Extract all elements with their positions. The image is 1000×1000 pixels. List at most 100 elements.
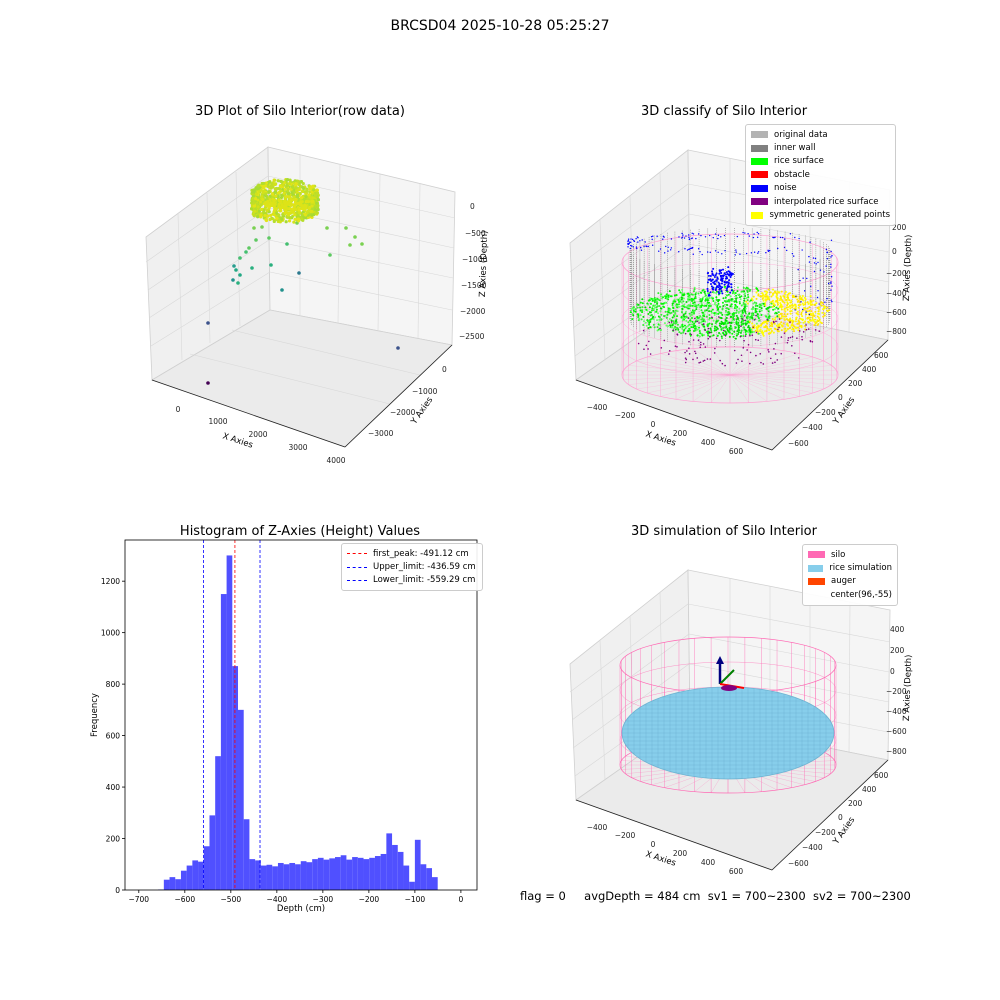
rice-point bbox=[776, 301, 779, 304]
data-point bbox=[328, 253, 332, 257]
figure-title: BRCSD04 2025-10-28 05:25:27 bbox=[390, 18, 610, 34]
ring-point bbox=[264, 203, 268, 207]
rice-point bbox=[778, 306, 781, 309]
rice-point bbox=[667, 325, 670, 328]
rice-point bbox=[779, 295, 782, 298]
rice-point bbox=[808, 306, 811, 309]
ring-point bbox=[296, 179, 300, 183]
rice-point bbox=[712, 319, 715, 322]
rice-point bbox=[671, 324, 674, 327]
ring-point bbox=[277, 198, 281, 202]
ring-point bbox=[296, 206, 300, 210]
rice-point bbox=[717, 300, 720, 303]
rice-point bbox=[659, 310, 662, 313]
ring-point bbox=[268, 217, 272, 222]
ring-point bbox=[310, 213, 314, 217]
rice-point bbox=[720, 335, 723, 338]
rice-point bbox=[789, 292, 792, 295]
rice-point bbox=[791, 303, 794, 306]
rice-point bbox=[706, 296, 709, 299]
rice-point bbox=[828, 309, 831, 312]
wire-spoke bbox=[729, 353, 800, 376]
rice-point bbox=[685, 319, 688, 322]
rice-point bbox=[684, 327, 687, 330]
ring-point bbox=[252, 214, 256, 218]
rice-point bbox=[794, 320, 797, 323]
panel1-xtick-2: 2000 bbox=[248, 430, 267, 439]
rice-point bbox=[744, 303, 747, 306]
ring-point bbox=[310, 204, 314, 208]
rice-point bbox=[751, 331, 754, 334]
rice-point bbox=[667, 294, 670, 297]
panel4-ztick-2: 0 bbox=[890, 667, 895, 676]
ring-point bbox=[305, 211, 309, 215]
rice-point bbox=[741, 309, 744, 312]
rice-point bbox=[678, 297, 681, 300]
rice-point bbox=[692, 323, 695, 326]
rice-point bbox=[780, 329, 783, 332]
ring-point bbox=[294, 198, 298, 202]
ring-point bbox=[272, 205, 276, 209]
rice-point bbox=[730, 321, 733, 324]
rice-point bbox=[712, 334, 715, 337]
rice-point bbox=[673, 298, 676, 301]
rice-point bbox=[662, 302, 665, 305]
panel1-data-points bbox=[206, 211, 400, 385]
rice-point bbox=[805, 313, 808, 316]
rice-point bbox=[814, 322, 817, 325]
rice-point bbox=[670, 323, 673, 326]
rice-point bbox=[743, 309, 746, 312]
rice-point bbox=[632, 308, 635, 311]
rice-point bbox=[696, 328, 699, 331]
rice-point bbox=[725, 303, 728, 306]
rice-point bbox=[771, 318, 774, 321]
rice-point bbox=[789, 312, 792, 315]
ring-point bbox=[256, 212, 261, 216]
ring-point bbox=[295, 193, 300, 197]
ring-point bbox=[276, 194, 280, 198]
rice-point bbox=[763, 330, 766, 333]
ring-point bbox=[259, 213, 263, 217]
rice-point bbox=[676, 310, 679, 313]
rice-point bbox=[743, 299, 746, 302]
rice-point bbox=[652, 297, 655, 300]
ring-point bbox=[261, 185, 265, 189]
rice-point bbox=[733, 300, 736, 303]
rice-point bbox=[728, 335, 731, 338]
rice-point bbox=[638, 318, 641, 321]
rice-point bbox=[800, 326, 803, 329]
rice-point bbox=[713, 291, 716, 294]
rice-point bbox=[775, 324, 778, 327]
rice-point bbox=[745, 297, 748, 300]
wire-spoke bbox=[628, 365, 731, 376]
rice-point bbox=[735, 334, 738, 337]
rice-point bbox=[773, 308, 776, 311]
ring-point bbox=[270, 202, 274, 206]
ring-point bbox=[272, 213, 276, 217]
rice-point bbox=[680, 315, 683, 318]
rice-point bbox=[758, 310, 761, 313]
ring-point bbox=[278, 220, 282, 224]
rice-point bbox=[667, 295, 670, 298]
ring-point bbox=[280, 193, 284, 197]
rice-point bbox=[726, 290, 729, 293]
ring-point bbox=[291, 185, 295, 189]
rice-point bbox=[736, 306, 739, 309]
rice-point bbox=[746, 314, 749, 317]
panel2-silo-wireframe bbox=[621, 233, 839, 404]
rice-point bbox=[721, 313, 724, 316]
wire-spoke bbox=[729, 360, 824, 376]
ring-point bbox=[300, 217, 304, 221]
rice-point bbox=[770, 302, 773, 305]
rice-point bbox=[679, 326, 682, 329]
rice-point bbox=[800, 297, 803, 300]
rice-point bbox=[703, 291, 706, 294]
ring-point bbox=[316, 197, 320, 202]
rice-point bbox=[755, 322, 758, 325]
legend-swatch bbox=[808, 564, 824, 572]
data-point bbox=[252, 226, 256, 230]
ring-point bbox=[268, 180, 272, 184]
panel4-ytick-4: −200 bbox=[815, 828, 836, 837]
rice-point bbox=[762, 299, 765, 302]
rice-point bbox=[745, 321, 748, 324]
